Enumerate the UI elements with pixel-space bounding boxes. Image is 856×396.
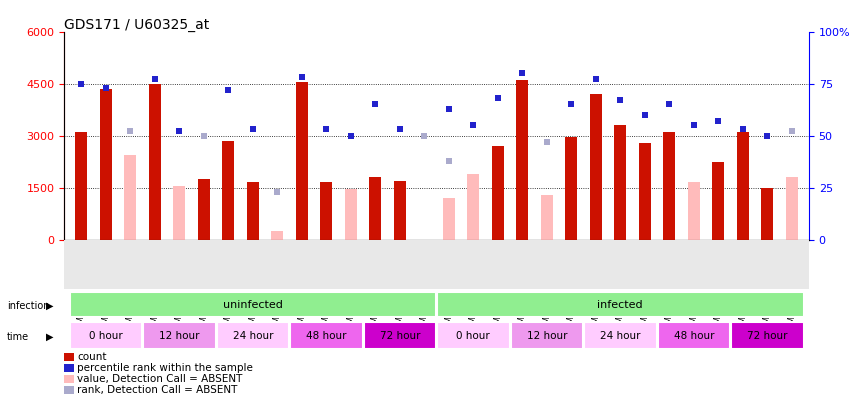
- Bar: [223, 141, 235, 240]
- Bar: [198, 179, 210, 240]
- Bar: [124, 155, 136, 240]
- Bar: [590, 94, 602, 240]
- Bar: [510, 322, 583, 349]
- Text: 72 hour: 72 hour: [379, 331, 420, 341]
- Bar: [75, 132, 87, 240]
- Text: percentile rank within the sample: percentile rank within the sample: [77, 363, 253, 373]
- Bar: [320, 183, 332, 240]
- Bar: [516, 80, 528, 240]
- Bar: [173, 186, 186, 240]
- Text: uninfected: uninfected: [223, 299, 282, 310]
- Bar: [657, 322, 730, 349]
- Text: ▶: ▶: [46, 301, 54, 311]
- Bar: [437, 322, 509, 349]
- Bar: [290, 322, 363, 349]
- Bar: [437, 292, 804, 317]
- Bar: [369, 177, 382, 240]
- Text: 0 hour: 0 hour: [89, 331, 122, 341]
- Text: count: count: [77, 352, 106, 362]
- Bar: [467, 174, 479, 240]
- Bar: [737, 132, 749, 240]
- Text: 24 hour: 24 hour: [600, 331, 640, 341]
- Text: 12 hour: 12 hour: [526, 331, 567, 341]
- Bar: [394, 181, 406, 240]
- Bar: [295, 82, 308, 240]
- Bar: [491, 146, 504, 240]
- Bar: [143, 322, 216, 349]
- Bar: [99, 89, 112, 240]
- Text: value, Detection Call = ABSENT: value, Detection Call = ABSENT: [77, 374, 242, 384]
- Bar: [584, 322, 657, 349]
- Text: time: time: [7, 331, 29, 342]
- Bar: [69, 322, 142, 349]
- Bar: [786, 177, 798, 240]
- Bar: [541, 194, 553, 240]
- Bar: [639, 143, 651, 240]
- Bar: [364, 322, 436, 349]
- Text: ▶: ▶: [46, 331, 54, 342]
- Text: 72 hour: 72 hour: [747, 331, 788, 341]
- Text: 12 hour: 12 hour: [159, 331, 199, 341]
- Text: GDS171 / U60325_at: GDS171 / U60325_at: [64, 18, 210, 32]
- Bar: [217, 322, 289, 349]
- Text: 24 hour: 24 hour: [233, 331, 273, 341]
- Bar: [345, 189, 357, 240]
- Text: 0 hour: 0 hour: [456, 331, 490, 341]
- Text: 48 hour: 48 hour: [306, 331, 347, 341]
- Text: rank, Detection Call = ABSENT: rank, Detection Call = ABSENT: [77, 385, 237, 395]
- Bar: [663, 132, 675, 240]
- Bar: [731, 322, 804, 349]
- Bar: [149, 84, 161, 240]
- Bar: [69, 292, 436, 317]
- Text: 48 hour: 48 hour: [674, 331, 714, 341]
- Bar: [712, 162, 724, 240]
- Bar: [443, 198, 455, 240]
- Bar: [271, 231, 283, 240]
- Bar: [761, 188, 774, 240]
- Text: infection: infection: [7, 301, 50, 311]
- Bar: [687, 183, 700, 240]
- Bar: [614, 125, 627, 240]
- Bar: [247, 183, 259, 240]
- Bar: [565, 137, 578, 240]
- Text: infected: infected: [597, 299, 643, 310]
